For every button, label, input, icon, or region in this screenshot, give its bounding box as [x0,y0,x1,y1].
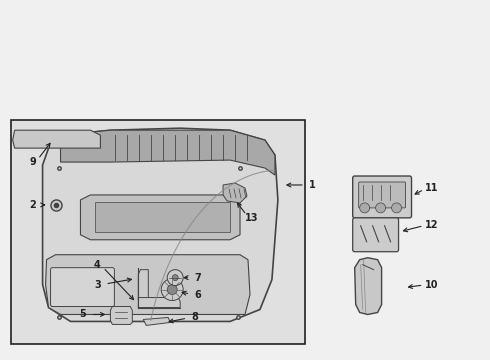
Circle shape [360,203,369,213]
Bar [11,120,305,345]
Text: 1: 1 [309,180,316,190]
Polygon shape [110,306,132,324]
Polygon shape [143,318,170,325]
Text: 11: 11 [425,183,438,193]
Text: 3: 3 [94,280,101,289]
Text: 12: 12 [425,220,438,230]
Text: 6: 6 [195,289,201,300]
Polygon shape [13,130,100,148]
Polygon shape [80,195,240,240]
Text: 7: 7 [195,273,201,283]
Circle shape [172,275,178,280]
Text: 10: 10 [425,280,438,289]
Bar [96,202,230,232]
Text: 8: 8 [192,312,198,323]
Polygon shape [61,130,275,175]
Polygon shape [138,298,180,307]
Circle shape [161,279,183,301]
Polygon shape [138,270,148,305]
FancyBboxPatch shape [353,218,398,252]
Circle shape [376,203,386,213]
FancyBboxPatch shape [50,268,114,306]
FancyBboxPatch shape [359,182,406,208]
Polygon shape [46,255,250,315]
Circle shape [167,285,177,294]
Text: 5: 5 [79,310,86,319]
Text: 4: 4 [94,260,101,270]
Circle shape [392,203,401,213]
Circle shape [167,270,183,285]
FancyBboxPatch shape [353,176,412,218]
Polygon shape [355,258,382,315]
Polygon shape [223,183,247,203]
Polygon shape [43,128,278,321]
Text: 13: 13 [245,213,259,223]
Text: 9: 9 [29,157,36,167]
Text: 2: 2 [29,200,36,210]
